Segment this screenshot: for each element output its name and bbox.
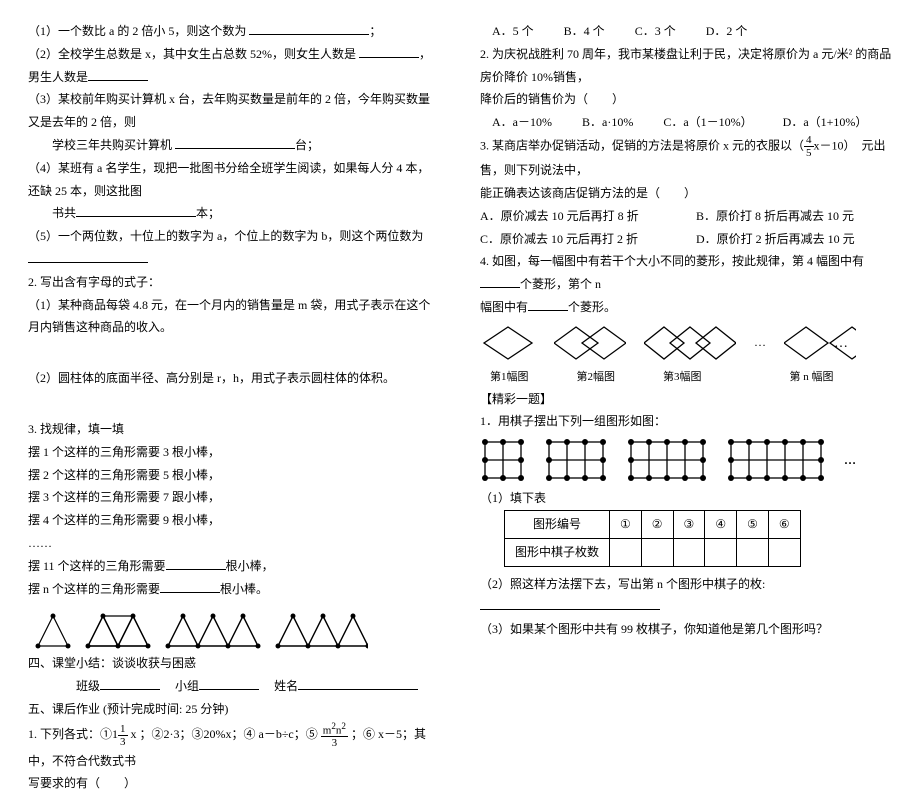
section4a: 四、课堂小结：谈谈收获与困惑	[28, 652, 440, 675]
q2-1: （1）某种商品每袋 4.8 元，在一个月内的销售量是 m 袋，用式子表示在这个月…	[28, 294, 440, 340]
q1-3b: 学校三年共购买计算机 台；	[28, 134, 440, 157]
q2-2: （2）圆柱体的底面半径、高分别是 r，h，用式子表示圆柱体的体积。	[28, 367, 440, 390]
q3d: 摆 4 个这样的三角形需要 9 根小棒，	[28, 509, 440, 532]
rq2a: 2. 为庆祝战胜利 70 周年，我市某楼盘让利于民，决定将原价为 a 元/米² …	[480, 43, 892, 89]
bonus2: （2）照这样方法摆下去，写出第 n 个图形中棋子的枚:	[480, 573, 892, 619]
q2: 2. 写出含有字母的式子：	[28, 271, 440, 294]
bonus3: （3）如果某个图形中共有 99 枚棋子，你知道他是第几个图形吗？	[480, 618, 892, 641]
q1-4a: （4）某班有 a 名学生，现把一批图书分给全班学生阅读，如果每人分 4 本，还缺…	[28, 157, 440, 203]
diamond-figure: … …	[480, 323, 892, 363]
dots: ……	[28, 532, 440, 555]
q1-4b: 书共本；	[28, 202, 440, 225]
left-column: （1）一个数比 a 的 2 倍小 5，则这个数为 ； （2）全校学生总数是 x，…	[28, 20, 440, 630]
rq4b: 幅图中有个菱形。	[480, 296, 892, 319]
q3: 3. 找规律，填一填	[28, 418, 440, 441]
diamond-3	[644, 323, 736, 363]
q3a: 摆 1 个这样的三角形需要 3 根小棒，	[28, 441, 440, 464]
rq3-opts: A．原价减去 10 元后再打 8 折B．原价打 8 折后再减去 10 元 C．原…	[480, 205, 892, 251]
q1-3a: （3）某校前年购买计算机 x 台，去年购买数量是前年的 2 倍，今年购买数量又是…	[28, 88, 440, 134]
right-column: A．5 个B．4 个C．3 个D．2 个 2. 为庆祝战胜利 70 周年，我市某…	[480, 20, 892, 630]
q5-1: 1. 下列各式：①113 x ；②2·3；③20%x；④ a－b÷c；⑤ m2n…	[28, 721, 440, 773]
q3c: 摆 3 个这样的三角形需要 7 跟小棒，	[28, 486, 440, 509]
rq3a: 3. 某商店举办促销活动，促销的方法是将原价 x 元的衣服以（45x－10） 元…	[480, 134, 892, 182]
diamond-2	[554, 323, 626, 363]
q5-2: 写要求的有（ ）	[28, 772, 440, 795]
q1-1: （1）一个数比 a 的 2 倍小 5，则这个数为 ；	[28, 20, 440, 43]
diamond-labels: 第1幅图 第2幅图 第3幅图 第 n 幅图	[490, 367, 892, 388]
rq4: 4. 如图，每一幅图中有若干个大小不同的菱形，按此规律，第 4 幅图中有个菱形，…	[480, 250, 892, 296]
fill1: （1）填下表	[480, 487, 892, 510]
q3e: 摆 11 个这样的三角形需要根小棒，	[28, 555, 440, 578]
bonus1: 1．用棋子摆出下列一组图形如图：	[480, 410, 892, 433]
q1-2: （2）全校学生总数是 x，其中女生占总数 52%，则女生人数是 ，男生人数是	[28, 43, 440, 89]
q3g: 摆 n 个这样的三角形需要根小棒。	[28, 578, 440, 601]
diamond-n: …	[784, 323, 856, 363]
opts-b: A．a－10%B．a·10%C．a（1－10%）D．a（1+10%）	[492, 111, 892, 134]
section4b: 班级 小组 姓名	[28, 675, 440, 698]
rq2b: 降价后的销售价为（ ）	[480, 88, 892, 111]
bonus-head: 【精彩一题】	[480, 388, 892, 411]
diamond-1	[480, 323, 536, 363]
q3b: 摆 2 个这样的三角形需要 5 根小棒，	[28, 464, 440, 487]
fill-table: 图形编号 ①②③④⑤⑥ 图形中棋子枚数	[504, 510, 801, 567]
q1-5: （5）一个两位数，十位上的数字为 a，个位上的数字为 b，则这个两位数为	[28, 225, 440, 271]
grid-figure: …	[480, 437, 892, 483]
section5: 五、课后作业 (预计完成时间: 25 分钟)	[28, 698, 440, 721]
opts-a: A．5 个B．4 个C．3 个D．2 个	[492, 20, 892, 43]
rq3c: 能正确表达该商店促销方法的是（ ）	[480, 182, 892, 205]
triangle-figure: ……	[28, 606, 440, 652]
